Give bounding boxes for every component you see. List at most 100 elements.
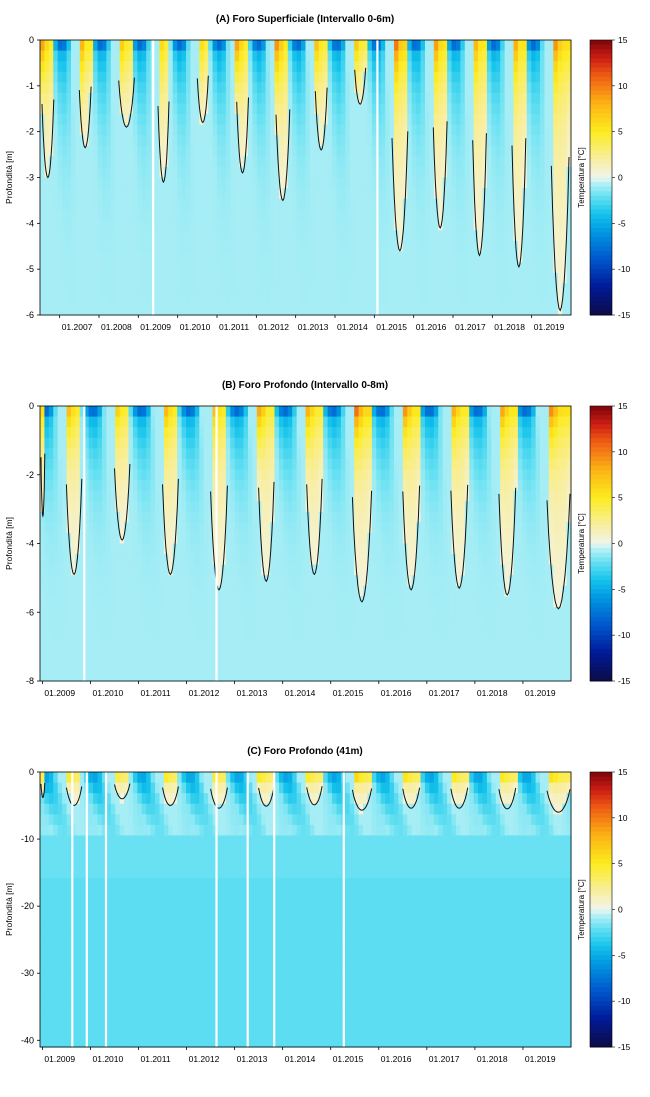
heatmap-cell <box>217 251 223 263</box>
heatmap-cell <box>88 469 94 481</box>
heatmap-cell <box>190 240 196 253</box>
heatmap-cell <box>66 522 72 534</box>
heatmap-cell <box>447 177 453 189</box>
heatmap-cell <box>460 240 466 253</box>
heatmap-cell <box>168 427 174 439</box>
heatmap-cell <box>336 71 342 83</box>
heatmap-cell <box>301 135 307 147</box>
heatmap-cell <box>177 670 183 682</box>
heatmap-cell <box>128 406 134 418</box>
heatmap-cell <box>380 135 386 147</box>
heatmap-cell <box>327 448 333 460</box>
heatmap-cell <box>323 427 329 439</box>
heatmap-cell <box>363 82 369 94</box>
heatmap-cell <box>332 240 338 253</box>
heatmap-cell <box>101 166 107 179</box>
heatmap-cell <box>314 188 320 200</box>
heatmap-cell <box>447 92 453 105</box>
heatmap-cell <box>199 272 205 284</box>
heatmap-cell <box>332 145 338 157</box>
heatmap-cell <box>323 458 329 471</box>
heatmap-cell <box>225 82 231 94</box>
heatmap-cell <box>531 262 537 274</box>
heatmap-cell <box>159 628 165 640</box>
heatmap-cell <box>309 103 315 115</box>
heatmap-cell <box>270 209 276 221</box>
heatmap-cell <box>221 437 227 449</box>
heatmap-cell <box>221 427 227 439</box>
heatmap-cell <box>199 82 205 94</box>
colorbar-swatch <box>590 172 612 178</box>
heatmap-cell <box>186 522 192 534</box>
heatmap-cell <box>181 522 187 534</box>
heatmap-cell <box>513 40 519 52</box>
heatmap-cell <box>247 262 253 274</box>
heatmap-cell <box>314 406 320 418</box>
heatmap-cell <box>283 240 289 253</box>
heatmap-cell <box>265 114 271 126</box>
heatmap-cell <box>327 71 333 83</box>
heatmap-cell <box>88 617 94 629</box>
heatmap-cell <box>363 219 369 231</box>
heatmap-cell <box>40 50 46 62</box>
heatmap-cell <box>79 606 85 619</box>
heatmap-cell <box>301 71 307 83</box>
heatmap-cell <box>398 219 404 231</box>
heatmap-cell <box>301 649 307 661</box>
heatmap-cell <box>48 554 54 566</box>
heatmap-cell <box>146 596 152 608</box>
heatmap-cell <box>62 209 68 221</box>
heatmap-cell <box>420 156 426 168</box>
heatmap-cell <box>318 448 324 460</box>
heatmap-cell <box>349 272 355 284</box>
heatmap-cell <box>411 230 417 242</box>
heatmap-cell <box>270 156 276 168</box>
heatmap-cell <box>124 188 130 200</box>
heatmap-cell <box>314 606 320 619</box>
heatmap-cell <box>186 564 192 576</box>
heatmap-cell <box>345 166 351 179</box>
heatmap-cell <box>79 50 85 62</box>
heatmap-cell <box>420 272 426 284</box>
heatmap-cell <box>252 670 258 682</box>
heatmap-cell <box>305 230 311 242</box>
heatmap-cell <box>172 448 178 460</box>
heatmap-cell <box>247 448 253 460</box>
heatmap-cell <box>132 480 138 492</box>
heatmap-cell <box>380 209 386 221</box>
heatmap-cell <box>424 50 430 62</box>
heatmap-cell <box>540 293 546 306</box>
heatmap-cell <box>137 209 143 221</box>
heatmap-cell <box>199 628 205 640</box>
heatmap-cell <box>66 188 72 200</box>
heatmap-cell <box>40 575 46 587</box>
heatmap-cell <box>141 50 147 62</box>
heatmap-cell <box>97 240 103 253</box>
heatmap-cell <box>177 585 183 597</box>
heatmap-cell <box>48 272 54 284</box>
heatmap-cell <box>217 209 223 221</box>
heatmap-cell <box>367 198 373 210</box>
heatmap-cell <box>292 532 298 545</box>
heatmap-cell <box>168 649 174 661</box>
heatmap-cell <box>305 209 311 221</box>
heatmap-cell <box>115 82 121 94</box>
heatmap-cell <box>106 406 112 418</box>
heatmap-cell <box>234 416 240 428</box>
heatmap-cell <box>106 251 112 263</box>
heatmap-cell <box>305 406 311 418</box>
heatmap-cell <box>93 145 99 157</box>
heatmap-cell <box>141 124 147 136</box>
heatmap-cell <box>199 596 205 608</box>
heatmap-cell <box>115 240 121 253</box>
heatmap-cell <box>75 61 81 73</box>
heatmap-cell <box>225 490 231 502</box>
heatmap-cell <box>239 638 245 650</box>
heatmap-cell <box>101 103 107 115</box>
heatmap-cell <box>358 219 364 231</box>
heatmap-cell <box>553 304 559 316</box>
heatmap-cell <box>106 585 112 597</box>
heatmap-cell <box>44 564 50 576</box>
heatmap-cell <box>261 61 267 73</box>
heatmap-cell <box>247 501 253 513</box>
